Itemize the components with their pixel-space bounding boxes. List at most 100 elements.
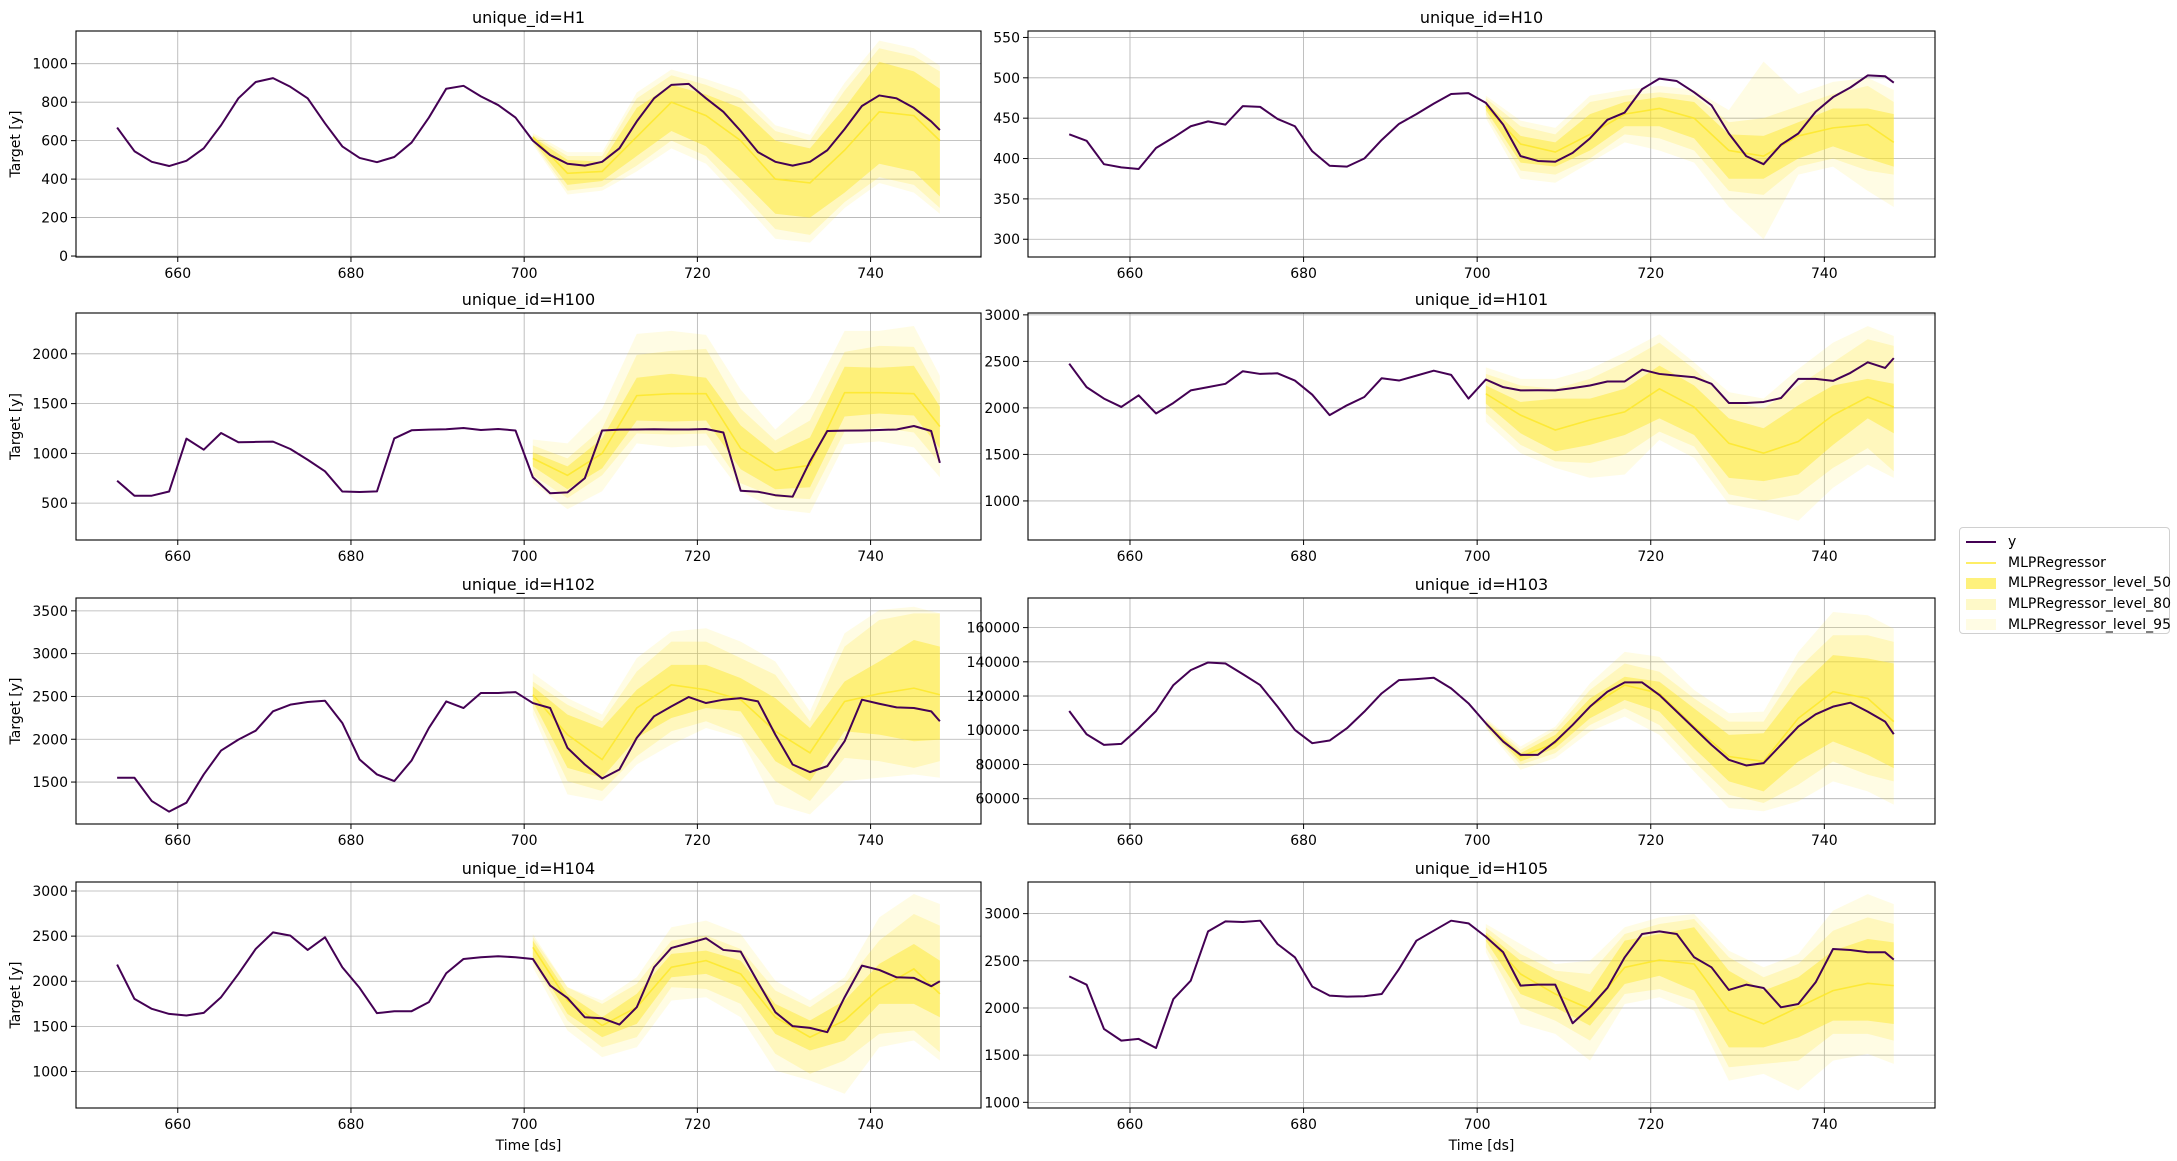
axes-frame bbox=[1027, 881, 1936, 1109]
x-tick-label: 720 bbox=[1637, 549, 1664, 565]
legend-level-95-swatch-icon bbox=[1966, 619, 1996, 631]
axes-frame bbox=[75, 30, 982, 258]
panel-h102: 660 680 700 720 740 1500 2000 2500 3000 3500 uniqu… bbox=[8, 575, 982, 849]
x-tick-label: 700 bbox=[511, 833, 538, 849]
y-tick-label: 350 bbox=[993, 192, 1020, 208]
x-tick-label: 720 bbox=[684, 1117, 711, 1133]
x-tick-label: 720 bbox=[684, 266, 711, 282]
forecast-line bbox=[532, 946, 941, 1039]
prediction-interval-80 bbox=[1485, 339, 1894, 501]
x-tick-label: 660 bbox=[1117, 549, 1144, 565]
x-tick-label: 720 bbox=[1637, 1117, 1664, 1133]
y-tick-label: 1000 bbox=[32, 1064, 68, 1080]
forecast-line bbox=[1485, 684, 1895, 763]
plot-area bbox=[116, 40, 941, 243]
plot-area bbox=[1068, 326, 1895, 521]
legend-label: y bbox=[2008, 534, 2017, 551]
prediction-interval-50 bbox=[532, 639, 940, 782]
forecast-line bbox=[532, 101, 941, 184]
x-tick-label: 700 bbox=[511, 266, 538, 282]
y-tick-label: 3000 bbox=[984, 308, 1020, 324]
y-axis-label: Target [y] bbox=[8, 678, 24, 746]
y-tick-label: 2000 bbox=[32, 974, 68, 990]
axes-frame bbox=[1027, 30, 1936, 258]
x-axis-label: Time [ds] bbox=[1448, 1138, 1515, 1154]
x-tick-label: 740 bbox=[1811, 266, 1838, 282]
actual-line bbox=[1068, 661, 1895, 767]
y-tick-label: 3000 bbox=[984, 907, 1020, 923]
y-tick-label: 3000 bbox=[32, 884, 68, 900]
x-tick-label: 680 bbox=[338, 549, 365, 565]
prediction-interval-80 bbox=[532, 914, 940, 1074]
x-tick-label: 660 bbox=[164, 266, 191, 282]
prediction-interval-80 bbox=[1485, 917, 1894, 1068]
y-tick-label: 120000 bbox=[967, 689, 1020, 705]
y-tick-label: 1000 bbox=[984, 1095, 1020, 1111]
y-tick-label: 1000 bbox=[32, 57, 68, 73]
y-tick-label: 1500 bbox=[32, 1019, 68, 1035]
forecast-line bbox=[1485, 387, 1895, 454]
legend-level-80-swatch-icon bbox=[1966, 598, 1996, 610]
y-axis-label: Target [y] bbox=[8, 393, 24, 461]
panel-title: unique_id=H100 bbox=[462, 290, 595, 310]
prediction-interval-80 bbox=[532, 345, 940, 500]
legend-entry-level-80: MLPRegressor_level_80 bbox=[1960, 594, 2171, 615]
y-tick-label: 400 bbox=[993, 152, 1020, 168]
y-tick-label: 2000 bbox=[32, 347, 68, 363]
y-tick-label: 60000 bbox=[975, 792, 1020, 808]
prediction-interval-95 bbox=[532, 325, 940, 514]
prediction-interval-80 bbox=[1485, 635, 1894, 804]
x-tick-label: 700 bbox=[511, 549, 538, 565]
plot-area bbox=[1068, 894, 1895, 1091]
prediction-interval-50 bbox=[1485, 927, 1894, 1048]
panel-h103: 660 680 700 720 740 60000 80000 100000 120000 140… bbox=[967, 575, 1936, 849]
legend-forecast-line-icon bbox=[1966, 561, 1996, 564]
forecast-line bbox=[1485, 935, 1894, 1025]
y-tick-label: 2500 bbox=[32, 929, 68, 945]
panel-h105: 660 680 700 720 740 1000 1500 2000 2500 3000 uniqu… bbox=[984, 859, 1936, 1154]
y-tick-label: 1500 bbox=[984, 447, 1020, 463]
y-tick-label: 2500 bbox=[32, 689, 68, 705]
x-tick-label: 700 bbox=[1464, 833, 1491, 849]
x-axis-label: Time [ds] bbox=[495, 1138, 562, 1154]
y-tick-label: 80000 bbox=[975, 757, 1020, 773]
y-tick-label: 1500 bbox=[32, 397, 68, 413]
x-tick-label: 740 bbox=[1811, 833, 1838, 849]
x-tick-label: 700 bbox=[1464, 1117, 1491, 1133]
x-tick-label: 680 bbox=[338, 266, 365, 282]
plot-area bbox=[1068, 61, 1895, 240]
legend-label: MLPRegressor bbox=[2008, 554, 2106, 571]
y-tick-label: 600 bbox=[41, 134, 68, 150]
x-tick-label: 660 bbox=[1117, 833, 1144, 849]
plot-area bbox=[117, 606, 941, 815]
panel-title: unique_id=H104 bbox=[462, 859, 595, 879]
prediction-interval-95 bbox=[532, 893, 940, 1094]
y-tick-label: 2500 bbox=[984, 954, 1020, 970]
legend-entry-y: y bbox=[1960, 532, 2169, 553]
forecast-line bbox=[532, 683, 941, 761]
y-tick-label: 400 bbox=[41, 172, 68, 188]
plot-area bbox=[116, 893, 941, 1094]
y-tick-label: 1000 bbox=[984, 494, 1020, 510]
x-tick-label: 740 bbox=[857, 266, 884, 282]
y-tick-label: 0 bbox=[59, 249, 68, 265]
x-tick-label: 680 bbox=[1290, 1117, 1317, 1133]
x-tick-label: 720 bbox=[684, 549, 711, 565]
y-tick-label: 200 bbox=[41, 211, 68, 227]
prediction-interval-50 bbox=[532, 61, 940, 218]
x-tick-label: 740 bbox=[1811, 1117, 1838, 1133]
legend-y-line-icon bbox=[1966, 541, 1996, 544]
prediction-interval-95 bbox=[1485, 326, 1894, 521]
legend-entry-level-95: MLPRegressor_level_95 bbox=[1960, 614, 2171, 635]
x-tick-label: 720 bbox=[1637, 266, 1664, 282]
y-axis-label: Target [y] bbox=[8, 962, 24, 1030]
y-tick-label: 160000 bbox=[967, 621, 1020, 637]
x-tick-label: 680 bbox=[338, 833, 365, 849]
x-tick-label: 660 bbox=[1117, 266, 1144, 282]
prediction-interval-50 bbox=[1485, 365, 1894, 482]
panel-h1: 660 680 700 720 740 0 200 400 600 800 1000 unique_i… bbox=[8, 8, 982, 282]
x-tick-label: 680 bbox=[1290, 266, 1317, 282]
y-tick-label: 2000 bbox=[32, 732, 68, 748]
prediction-interval-80 bbox=[532, 613, 940, 802]
actual-line bbox=[1068, 74, 1895, 171]
